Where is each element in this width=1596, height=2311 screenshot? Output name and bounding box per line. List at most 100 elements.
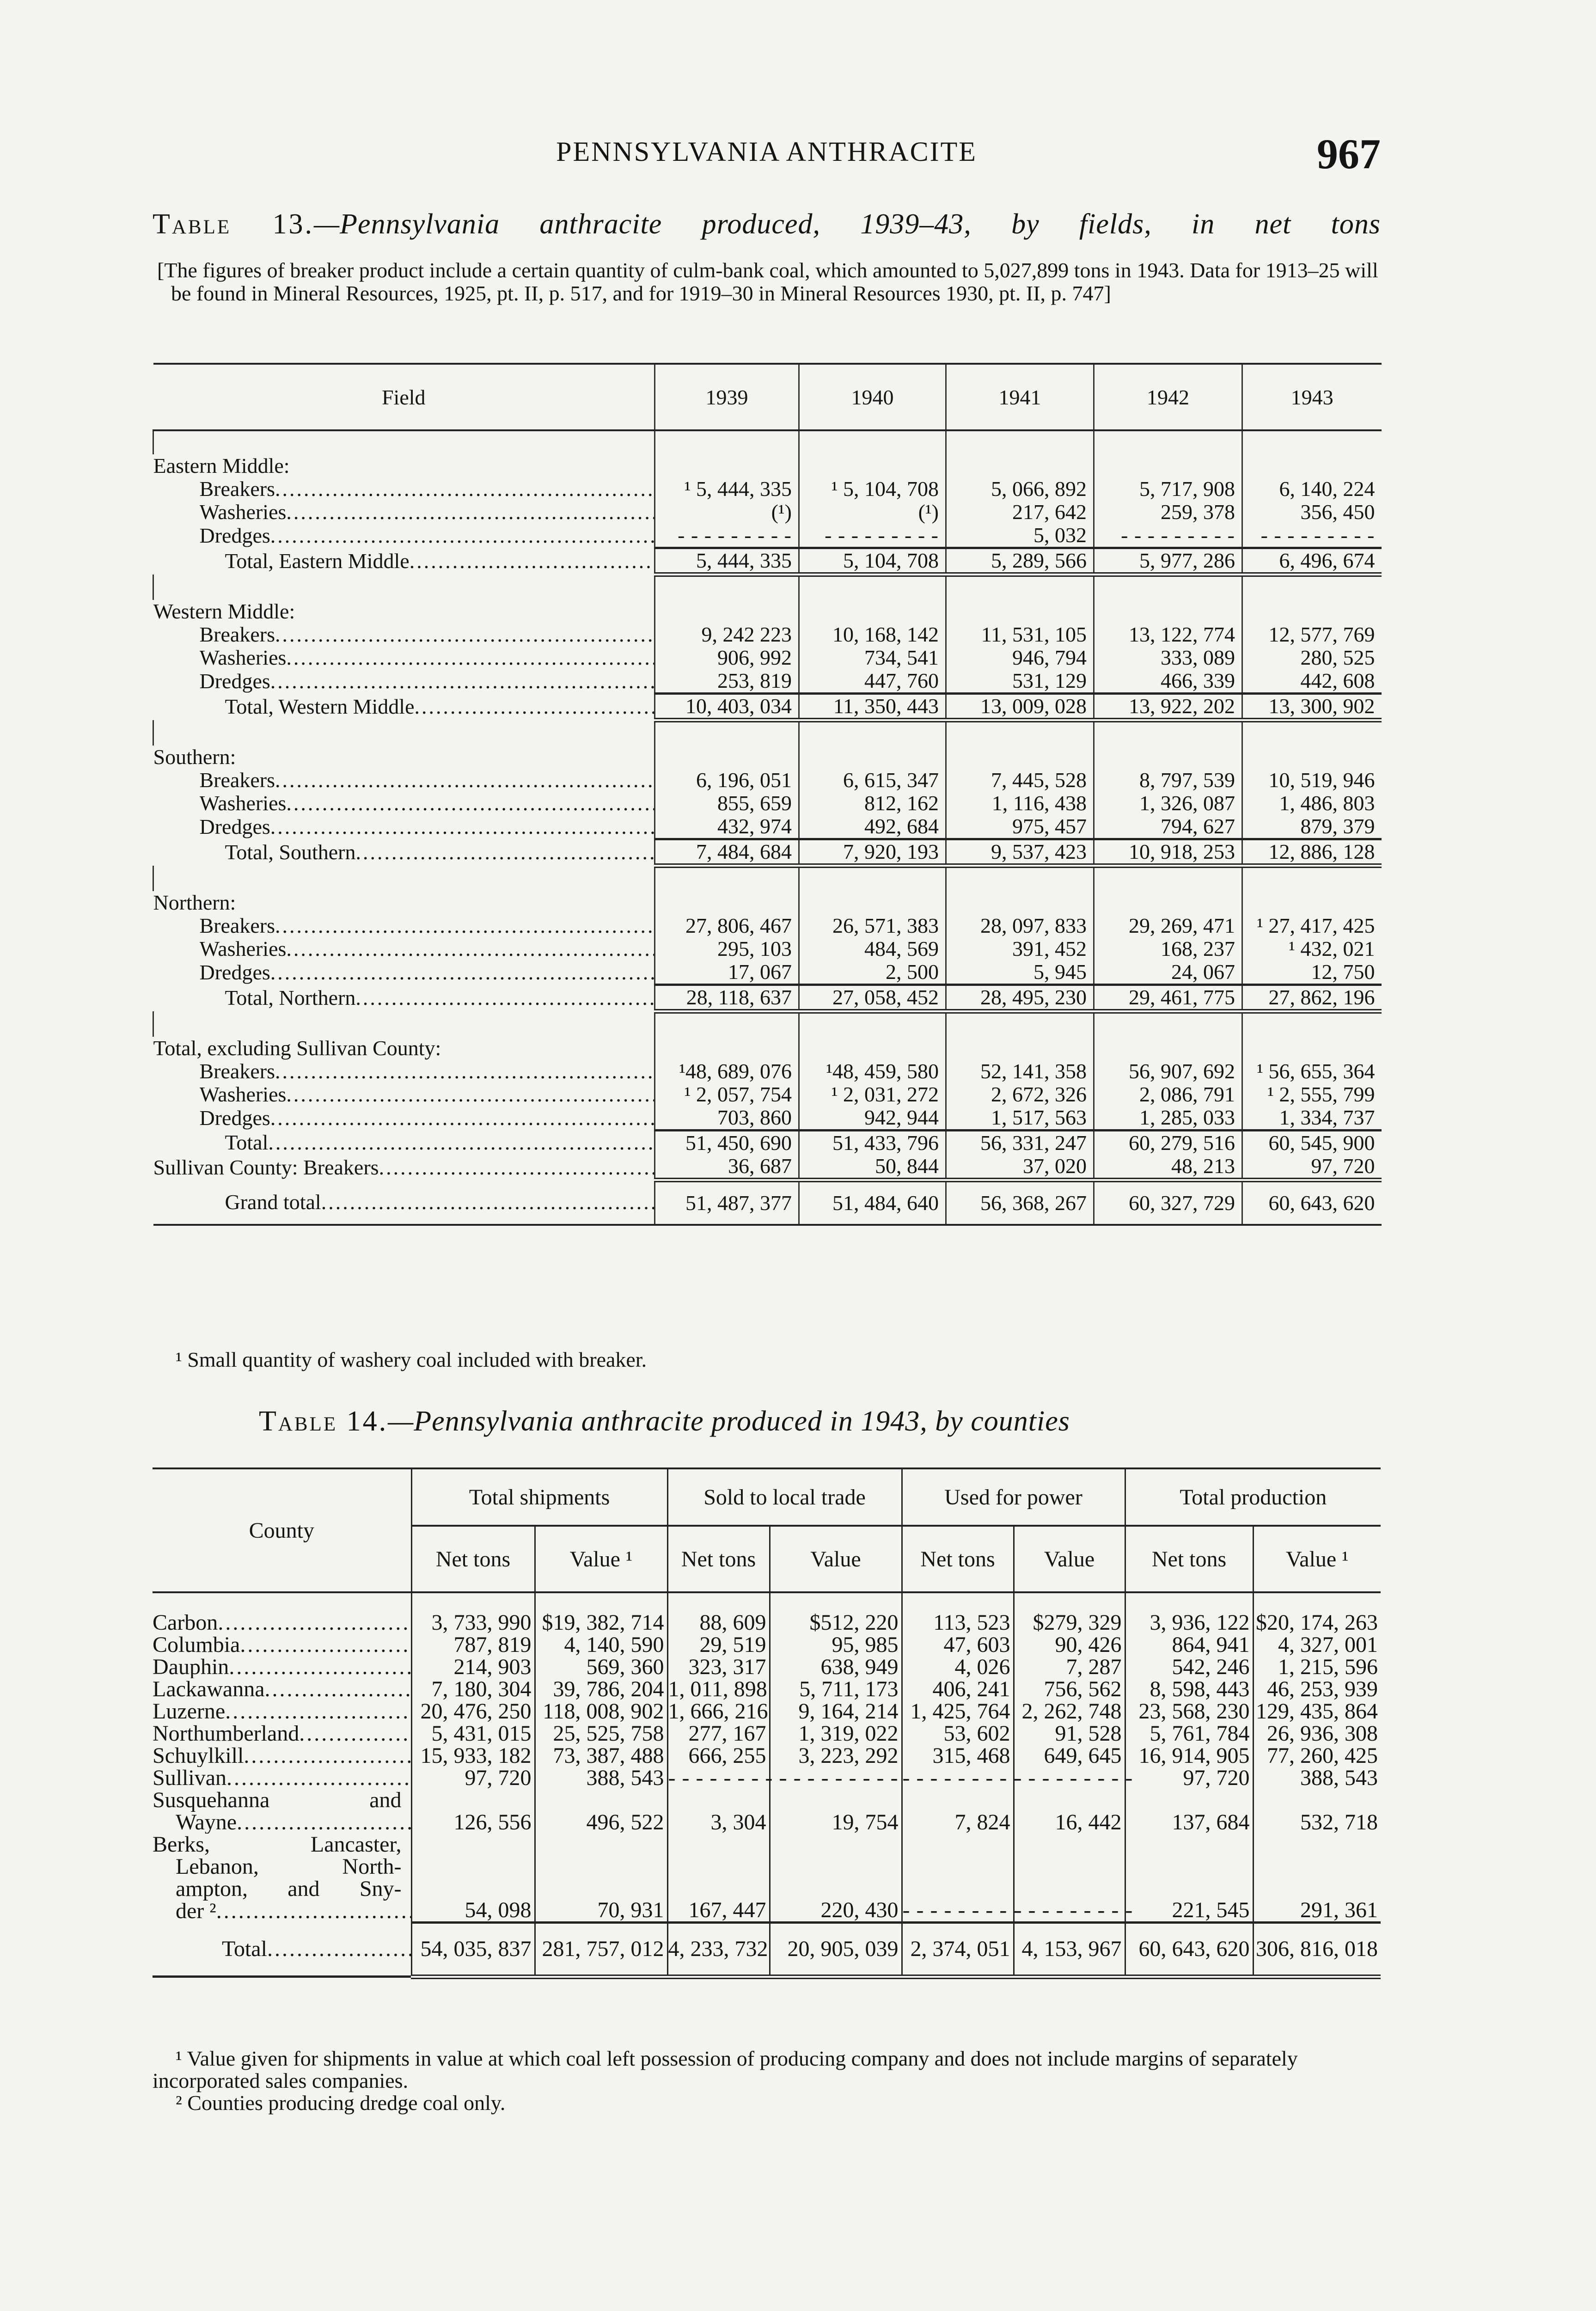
value-cell: 666, 255 xyxy=(667,1745,770,1767)
county-label: Susquehanna and Wayne xyxy=(153,1789,411,1834)
label-leader: Washeries xyxy=(200,646,654,669)
value-cell: 73, 387, 488 xyxy=(534,1745,667,1767)
value-cell: 1, 486, 803 xyxy=(1241,792,1382,815)
table13-caption: Table 13.—Pennsylvania anthracite produc… xyxy=(153,208,1381,241)
row-label: Total xyxy=(153,1131,655,1155)
value-cell: ¹ 5, 444, 335 xyxy=(654,477,799,501)
value-cell: 946, 794 xyxy=(945,646,1094,669)
value-cell: 496, 522 xyxy=(534,1789,667,1834)
label-leader: Sullivan County: Breakers xyxy=(153,1156,654,1179)
blank-cell xyxy=(654,891,799,914)
value-cell: ¹ 56, 655, 364 xyxy=(1241,1060,1382,1083)
column-group-header: Used for power xyxy=(901,1468,1125,1527)
value-cell: 28, 118, 637 xyxy=(654,984,799,1014)
value-cell: ¹ 2, 057, 754 xyxy=(654,1083,799,1106)
blank-cell xyxy=(1241,720,1382,746)
label-leader: Carbon xyxy=(153,1612,411,1634)
leader-dots xyxy=(229,1656,410,1678)
table14: County Total shipments Sold to local trade… xyxy=(153,1467,1381,1979)
blank-cell xyxy=(1093,891,1242,914)
label-text: Washeries xyxy=(199,1083,287,1106)
value-cell: 2, 500 xyxy=(798,960,946,985)
value-cell: 53, 602 xyxy=(901,1723,1014,1745)
column-subheader: Net tons xyxy=(667,1526,770,1593)
value-cell: 323, 317 xyxy=(667,1656,770,1678)
value-cell: 97, 720 xyxy=(1241,1155,1382,1180)
value-cell: 113, 523 xyxy=(901,1592,1014,1634)
blank-cell xyxy=(798,746,946,769)
leader-dots xyxy=(275,477,654,501)
blank-cell xyxy=(798,454,946,477)
field-header: Field xyxy=(153,364,655,431)
column-subheader: Value xyxy=(1013,1526,1125,1593)
value-cell: 54, 098 xyxy=(410,1834,535,1922)
value-cell: 703, 860 xyxy=(654,1106,799,1131)
label-leader: Breakers xyxy=(200,914,654,937)
county-name: Lackawanna xyxy=(153,1678,265,1700)
value-cell: 1, 285, 033 xyxy=(1093,1106,1242,1131)
value-cell: 10, 168, 142 xyxy=(798,623,946,646)
label-leader: Washeries xyxy=(200,937,654,960)
leader-dots xyxy=(240,1634,410,1656)
label-leader: Sullivan xyxy=(153,1767,411,1789)
blank-cell xyxy=(654,1011,799,1037)
value-cell: 51, 487, 377 xyxy=(654,1178,799,1225)
value-cell: ¹48, 689, 076 xyxy=(654,1060,799,1083)
label-leader: Dredges xyxy=(200,1107,654,1130)
year-header: 1939 xyxy=(654,364,799,431)
table13: Field 1939 1940 1941 1942 1943 Eastern Middle… xyxy=(153,363,1382,1226)
blank-cell xyxy=(1093,1011,1242,1037)
empty-cell xyxy=(798,524,946,548)
table14-footnote-1: ¹ Value given for shipments in value at … xyxy=(153,2047,1298,2092)
label-text: Total xyxy=(225,1131,269,1154)
value-cell: 28, 097, 833 xyxy=(945,914,1094,937)
empty-cell xyxy=(654,524,799,548)
column-subheader: Value ¹ xyxy=(1252,1526,1381,1593)
blank-cell xyxy=(945,1011,1094,1037)
row-label: Total, Western Middle xyxy=(153,694,655,721)
value-cell: 532, 718 xyxy=(1252,1789,1381,1834)
value-cell: 28, 495, 230 xyxy=(945,984,1094,1014)
label-text: Dredges xyxy=(199,815,270,839)
value-cell: 7, 824 xyxy=(901,1789,1014,1834)
leader-dots xyxy=(270,524,654,547)
label-text: Breakers xyxy=(199,623,275,646)
blank-cell xyxy=(153,866,655,891)
value-cell: 5, 289, 566 xyxy=(945,547,1094,577)
label-text: Dredges xyxy=(199,670,270,693)
value-cell: 97, 720 xyxy=(1124,1767,1254,1789)
value-cell: ¹48, 459, 580 xyxy=(798,1060,946,1083)
value-cell: 975, 457 xyxy=(945,815,1094,839)
value-cell: ¹ 2, 031, 272 xyxy=(798,1083,946,1106)
value-cell: 391, 452 xyxy=(945,937,1094,960)
value-cell: 812, 162 xyxy=(798,792,946,815)
row-label: Breakers xyxy=(153,623,655,646)
label-leader: Dredges xyxy=(200,961,654,984)
county-row: Berks, Lancaster, Lebanon, North-ampton, … xyxy=(153,1834,1381,1922)
county-name-line: Susquehanna and xyxy=(153,1788,402,1812)
blank-cell xyxy=(1093,575,1242,600)
value-cell: 356, 450 xyxy=(1241,501,1382,524)
county-name: Luzerne xyxy=(153,1700,226,1723)
value-cell: 23, 568, 230 xyxy=(1124,1700,1254,1723)
value-cell: 51, 450, 690 xyxy=(654,1129,799,1155)
value-cell: 13, 922, 202 xyxy=(1093,692,1242,722)
blank-cell xyxy=(654,454,799,477)
leader-dots xyxy=(286,1083,654,1106)
label-leader: Washeries xyxy=(200,1083,654,1106)
blank-cell xyxy=(1241,866,1382,891)
total-label: Total xyxy=(153,1922,411,1977)
value-cell: 5, 066, 892 xyxy=(945,477,1094,501)
value-cell: 6, 615, 347 xyxy=(798,769,946,792)
blank-cell xyxy=(945,866,1094,891)
value-cell: 91, 528 xyxy=(1013,1723,1125,1745)
county-label: Northumberland xyxy=(153,1723,411,1745)
